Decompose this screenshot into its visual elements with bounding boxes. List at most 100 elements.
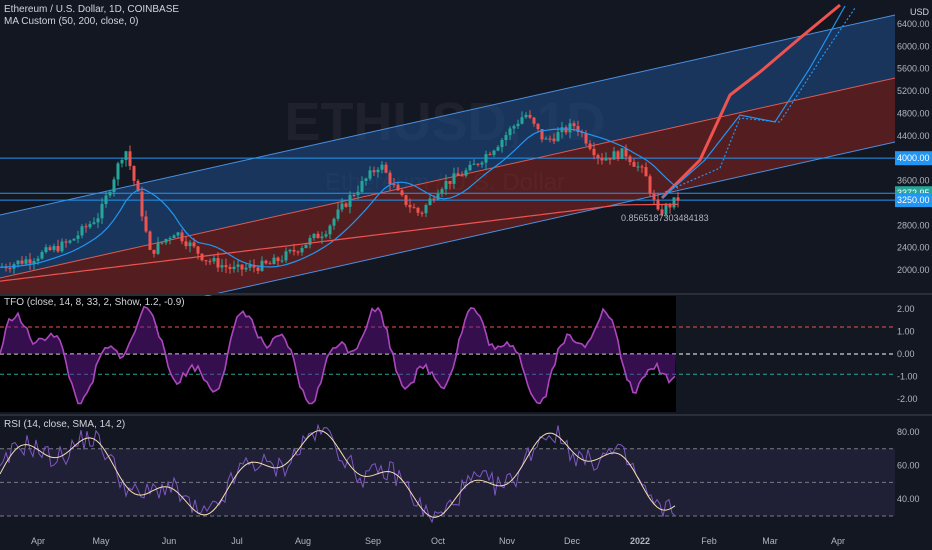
- time-axis-label: Feb: [701, 536, 717, 546]
- price-scale-label: 4400.00: [897, 131, 930, 141]
- candle-body: [660, 209, 664, 215]
- candle-body: [588, 143, 592, 149]
- price-tag-label: 4000.00: [897, 153, 930, 163]
- rsi-indicator-title[interactable]: RSI (14, close, SMA, 14, 2): [4, 419, 126, 430]
- candle-body: [300, 248, 304, 253]
- price-scale-label: 6400.00: [897, 19, 930, 29]
- candle-body: [324, 234, 328, 237]
- candle-body: [612, 151, 616, 160]
- candle-body: [584, 133, 588, 144]
- candle-body: [344, 203, 348, 207]
- candle-body: [96, 218, 100, 223]
- candle-body: [68, 240, 72, 243]
- candle-body: [124, 151, 128, 161]
- candle-body: [600, 158, 604, 161]
- candle-body: [172, 235, 176, 239]
- candle-body: [372, 170, 376, 173]
- candle-body: [436, 193, 440, 200]
- price-tag-bg: [895, 193, 932, 208]
- candle-body: [284, 251, 288, 261]
- candle-body: [424, 205, 428, 214]
- tfo-scale-label: -1.00: [897, 372, 918, 382]
- candle-body: [148, 231, 152, 250]
- tfo-indicator-title[interactable]: TFO (close, 14, 8, 33, 2, Show, 1.2, -0.…: [4, 297, 185, 308]
- candle-body: [356, 191, 360, 196]
- candle-body: [492, 150, 496, 155]
- projection-path-a: [661, 5, 846, 199]
- projection-band: [660, 3, 841, 200]
- tfo-line: [0, 305, 676, 405]
- candle-body: [132, 166, 136, 181]
- tfo-scale-label: 0.00: [897, 349, 915, 359]
- candle-body: [72, 238, 76, 241]
- candle-body: [484, 154, 488, 163]
- candle-body: [388, 172, 392, 185]
- candle-body: [672, 197, 676, 208]
- candle-body: [404, 195, 408, 205]
- candle-body: [500, 140, 504, 148]
- candle-body: [64, 241, 68, 243]
- time-axis-label: Apr: [31, 536, 45, 546]
- candle-body: [248, 265, 252, 268]
- candle-body: [36, 258, 40, 261]
- candle-body: [320, 236, 324, 239]
- candle-body: [676, 197, 680, 201]
- candle-body: [508, 128, 512, 136]
- candle-body: [16, 260, 20, 265]
- candle-body: [28, 259, 32, 264]
- symbol-title: Ethereum / U.S. Dollar, 1D, COINBASE: [4, 4, 180, 15]
- candle-body: [112, 179, 116, 193]
- candle-body: [108, 192, 112, 196]
- candle-body: [276, 257, 280, 262]
- candle-body: [184, 241, 188, 247]
- candle-body: [216, 258, 220, 268]
- candle-body: [528, 114, 532, 118]
- candle-body: [420, 212, 424, 214]
- candle-body: [44, 247, 48, 253]
- candle-body: [556, 132, 560, 142]
- time-axis-label: Dec: [564, 536, 581, 546]
- candle-body: [240, 264, 244, 270]
- fib-annotation: 0.8565187303484183: [621, 213, 709, 223]
- time-axis-label: Oct: [431, 536, 446, 546]
- candle-body: [220, 265, 224, 268]
- candle-body: [624, 148, 628, 157]
- candle-body: [432, 198, 436, 200]
- candle-body: [576, 126, 580, 132]
- candle-body: [552, 138, 556, 142]
- candle-body: [568, 123, 572, 133]
- price-scale-label: 3600.00: [897, 176, 930, 186]
- price-tag: 4000.00: [895, 151, 932, 166]
- channel-lower-fill: [0, 78, 895, 342]
- candle-body: [164, 239, 168, 243]
- candle-body: [204, 260, 208, 262]
- candle-body: [360, 180, 364, 192]
- candle-body: [232, 266, 236, 269]
- candle-body: [8, 268, 12, 270]
- candle-body: [268, 263, 272, 265]
- candle-body: [228, 267, 232, 269]
- time-axis-label: May: [92, 536, 110, 546]
- candle-body: [644, 167, 648, 177]
- candle-body: [340, 203, 344, 210]
- ma-indicator-title[interactable]: MA Custom (50, 200, close, 0): [4, 16, 139, 27]
- candle-body: [208, 261, 212, 263]
- candle-body: [304, 244, 308, 249]
- candle-body: [604, 157, 608, 161]
- candle-body: [440, 189, 444, 194]
- candle-body: [596, 155, 600, 159]
- candle-body: [188, 242, 192, 247]
- rsi-scale-label: 80.00: [897, 427, 920, 437]
- candle-body: [408, 204, 412, 208]
- candle-body: [116, 163, 120, 180]
- candle-body: [496, 147, 500, 151]
- candle-body: [244, 267, 248, 270]
- candle-body: [544, 138, 548, 140]
- candle-body: [200, 253, 204, 261]
- candle-body: [48, 247, 52, 250]
- candle-body: [252, 265, 256, 268]
- candle-body: [272, 257, 276, 265]
- price-tag: 3250.00: [895, 193, 932, 208]
- candle-body: [352, 195, 356, 197]
